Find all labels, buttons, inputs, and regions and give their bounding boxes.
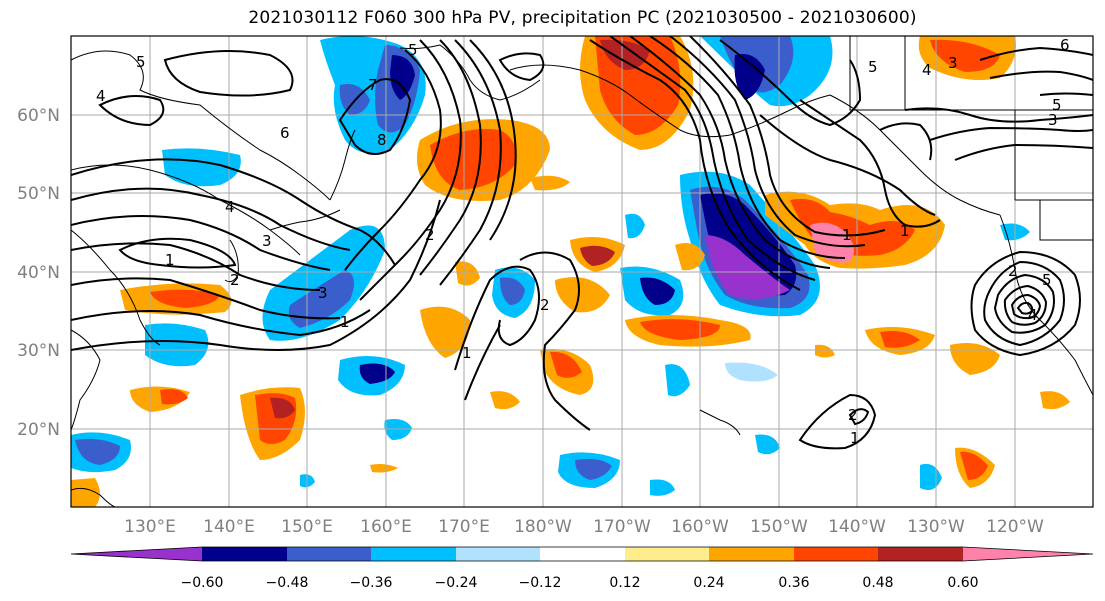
- contour-label: 3: [948, 54, 958, 72]
- contour-label: 2: [230, 271, 240, 289]
- precip-anomaly-fill: [71, 36, 1070, 507]
- colorbar-label: 0.48: [862, 575, 893, 591]
- contour-label: 5: [1052, 96, 1062, 114]
- contour-label: 2: [1008, 262, 1018, 280]
- colorbar-swatch: [202, 547, 287, 561]
- contour-label: 1: [340, 313, 350, 331]
- contour-label: 1: [842, 226, 852, 244]
- latitude-labels: 60°N 50°N 40°N 30°N 20°N: [17, 106, 60, 440]
- lon-label: 170°E: [438, 517, 490, 537]
- colorbar-swatch: [371, 547, 456, 561]
- contour-label: 7: [368, 76, 378, 94]
- colorbar-label: 0.24: [693, 575, 724, 591]
- lon-label: 140°W: [828, 517, 886, 537]
- colorbar-label: −0.48: [266, 575, 309, 591]
- map-title: 2021030112 F060 300 hPa PV, precipitatio…: [248, 8, 917, 28]
- lon-label: 150°E: [281, 517, 333, 537]
- contour-label: 3: [318, 284, 328, 302]
- contour-label: 1: [850, 429, 860, 447]
- lon-label: 180°W: [514, 517, 572, 537]
- contour-label: 5: [1042, 271, 1052, 289]
- contour-label: 4: [96, 87, 106, 105]
- contour-label: 2: [540, 296, 550, 314]
- contour-label: 4: [225, 198, 235, 216]
- lat-label: 60°N: [17, 106, 60, 126]
- colorbar-swatch: [540, 547, 625, 561]
- contour-label: 6: [1060, 36, 1070, 54]
- lat-label: 30°N: [17, 341, 60, 361]
- lon-label: 160°W: [671, 517, 729, 537]
- colorbar-label: 0.12: [609, 575, 640, 591]
- colorbar-label: 0.60: [947, 575, 978, 591]
- contour-label: 6: [280, 124, 290, 142]
- contour-label: 1: [900, 222, 910, 240]
- contour-label: 2: [425, 226, 435, 244]
- contour-label: 2: [848, 406, 858, 424]
- colorbar-label: −0.36: [350, 575, 393, 591]
- contour-label: 4: [922, 61, 932, 79]
- colorbar-outline: [70, 546, 1094, 562]
- pv-contours: [71, 36, 1093, 450]
- longitude-labels: 130°E 140°E 150°E 160°E 170°E 180°W 170°…: [124, 517, 1044, 537]
- colorbar-swatch: [794, 547, 878, 561]
- contour-label: 8: [377, 131, 387, 149]
- lon-label: 130°W: [907, 517, 965, 537]
- colorbar-swatch: [456, 547, 540, 561]
- colorbar-labels: −0.60 −0.48 −0.36 −0.24 −0.12 0.12 0.24 …: [181, 575, 979, 591]
- contour-label: 1: [165, 251, 175, 269]
- colorbar-swatches: [70, 546, 1094, 562]
- colorbar-label: 0.36: [778, 575, 809, 591]
- lon-label: 170°W: [593, 517, 651, 537]
- contour-label: 5: [868, 58, 878, 76]
- contour-label: 5: [408, 41, 418, 59]
- colorbar-label: −0.24: [435, 575, 478, 591]
- contour-label: 3: [262, 232, 272, 250]
- colorbar-label: −0.12: [519, 575, 562, 591]
- pv-contour-labels: 5 4 6 7 8 5 4 3 5 3 6 5 3 4 2 3 1 2 1 2 …: [96, 36, 1070, 447]
- colorbar-swatch: [71, 547, 202, 561]
- colorbar-swatch: [963, 547, 1093, 561]
- contour-label: 5: [136, 53, 146, 71]
- lat-label: 20°N: [17, 420, 60, 440]
- pv-precip-map: 5 4 6 7 8 5 4 3 5 3 6 5 3 4 2 3 1 2 1 2 …: [17, 35, 1094, 537]
- lon-label: 120°W: [986, 517, 1044, 537]
- colorbar-swatch: [878, 547, 963, 561]
- lon-label: 160°E: [360, 517, 412, 537]
- colorbar-swatch: [709, 547, 794, 561]
- map-frame: [70, 35, 1094, 508]
- lon-label: 140°E: [203, 517, 255, 537]
- colorbar-swatch: [287, 547, 371, 561]
- lat-label: 50°N: [17, 184, 60, 204]
- contour-label: 4: [1028, 306, 1038, 324]
- colorbar-swatch: [625, 547, 709, 561]
- lat-label: 40°N: [17, 263, 60, 283]
- colorbar-label: −0.60: [181, 575, 224, 591]
- contour-label: 1: [462, 344, 472, 362]
- lon-label: 130°E: [124, 517, 176, 537]
- contour-label: 3: [1048, 111, 1058, 129]
- lon-label: 150°W: [750, 517, 808, 537]
